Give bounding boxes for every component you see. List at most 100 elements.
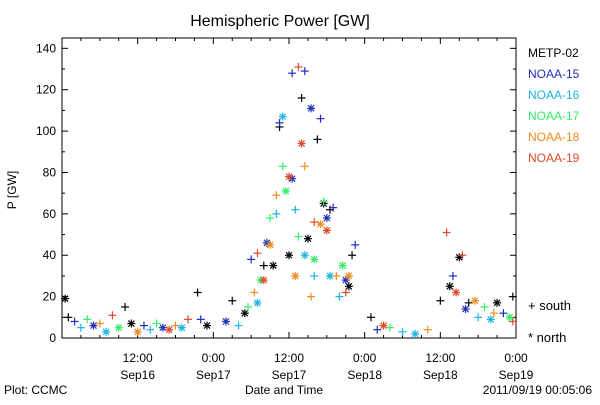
north-marker [322, 226, 331, 235]
north-marker [266, 240, 275, 249]
north-marker [322, 214, 331, 222]
south-marker [508, 292, 517, 301]
south-marker [341, 288, 350, 297]
y-tick-label: 40 [43, 248, 57, 262]
x-axis-label: Date and Time [245, 383, 323, 397]
north-marker-d2 [115, 324, 123, 332]
north-marker [310, 255, 319, 264]
north-marker [307, 104, 316, 113]
north-marker [240, 309, 249, 318]
north-marker [379, 321, 388, 330]
north-marker [344, 271, 353, 280]
north-marker-d2 [279, 113, 287, 121]
north-marker [338, 261, 347, 270]
south-marker [259, 261, 268, 270]
south-marker [121, 302, 130, 311]
north-marker-d2 [471, 297, 479, 305]
south-marker [489, 309, 498, 318]
south-marker [64, 313, 73, 322]
north-marker-d2 [326, 272, 334, 280]
marker-legend: + south * north [528, 298, 571, 345]
north-marker [221, 317, 230, 326]
y-tick-label: 100 [36, 124, 56, 138]
x-tick-time: 12:00 [425, 351, 455, 365]
north-marker-d2 [304, 235, 312, 243]
north-marker-d2 [323, 226, 331, 234]
south-marker [171, 321, 180, 330]
south-marker [499, 309, 508, 318]
north-marker [344, 282, 353, 291]
north-marker-d2 [487, 315, 495, 323]
north-marker [177, 323, 186, 332]
timestamp: 2011/09/19 00:05:06 [483, 383, 593, 397]
north-marker-d2 [301, 251, 309, 259]
north-marker [285, 172, 293, 181]
legend-entry: NOAA-16 [528, 88, 580, 102]
north-marker-d2 [165, 326, 173, 334]
south-marker [275, 118, 284, 127]
north-marker [269, 261, 278, 270]
south-marker [196, 315, 205, 324]
north-marker [486, 315, 495, 324]
marker-legend-entry: + south [528, 298, 571, 313]
marker-legend-entry: * north [528, 330, 566, 345]
data-points [61, 62, 517, 338]
south-marker [508, 317, 517, 326]
south-marker [448, 271, 457, 280]
south-marker [319, 197, 328, 206]
south-marker [310, 271, 319, 280]
north-marker-d2 [102, 328, 110, 336]
north-marker-d2 [241, 309, 249, 317]
north-marker [452, 288, 461, 297]
x-tick-date: Sep18 [347, 368, 382, 382]
south-marker [332, 271, 341, 280]
north-marker-d2 [127, 320, 135, 327]
north-marker [281, 187, 290, 196]
legend-entry: NOAA-19 [528, 151, 580, 165]
x-tick-date: Sep16 [120, 368, 155, 382]
south-marker [250, 288, 259, 297]
north-marker-d2 [310, 255, 318, 263]
x-tick-time: 12:00 [274, 351, 304, 365]
x-tick-date: Sep17 [196, 368, 231, 382]
x-axis-ticks: 12:00 Sep16 0:00 Sep17 12:00 Sep17 0:00 Sep18 12… [80, 38, 534, 382]
x-tick-date: Sep19 [499, 368, 534, 382]
y-axis-label: P [GW] [5, 171, 19, 209]
north-marker-d2 [323, 214, 331, 222]
south-marker [335, 292, 344, 301]
north-marker-d2 [339, 262, 347, 270]
north-marker-d2 [263, 239, 271, 247]
south-marker [184, 315, 193, 324]
south-marker [146, 325, 155, 334]
north-marker [259, 276, 268, 285]
south-marker [193, 288, 202, 297]
north-marker [253, 298, 262, 307]
plot-frame [61, 37, 517, 339]
x-tick-date: Sep17 [272, 368, 307, 382]
north-marker [291, 271, 300, 280]
north-marker [341, 276, 350, 285]
north-marker [493, 298, 502, 307]
north-marker [133, 327, 142, 336]
y-tick-label: 20 [43, 290, 57, 304]
north-marker [505, 313, 514, 322]
south-marker [373, 325, 382, 334]
legend-entry: NOAA-17 [528, 109, 580, 123]
x-tick-time: 0:00 [353, 351, 377, 365]
south-marker [366, 313, 375, 322]
south-marker [294, 62, 303, 71]
north-marker-d2 [203, 322, 211, 330]
north-marker-d2 [90, 322, 97, 330]
south-marker [244, 302, 253, 311]
north-marker-d2 [411, 330, 419, 338]
south-marker [480, 302, 489, 311]
north-marker-d2 [317, 220, 324, 228]
north-marker-d2 [298, 140, 306, 147]
y-tick-label: 80 [43, 165, 57, 179]
north-marker-d2 [254, 299, 261, 307]
x-tick-time: 0:00 [202, 351, 226, 365]
north-marker-d2 [452, 289, 460, 296]
north-marker [165, 325, 174, 334]
north-marker [303, 234, 312, 243]
